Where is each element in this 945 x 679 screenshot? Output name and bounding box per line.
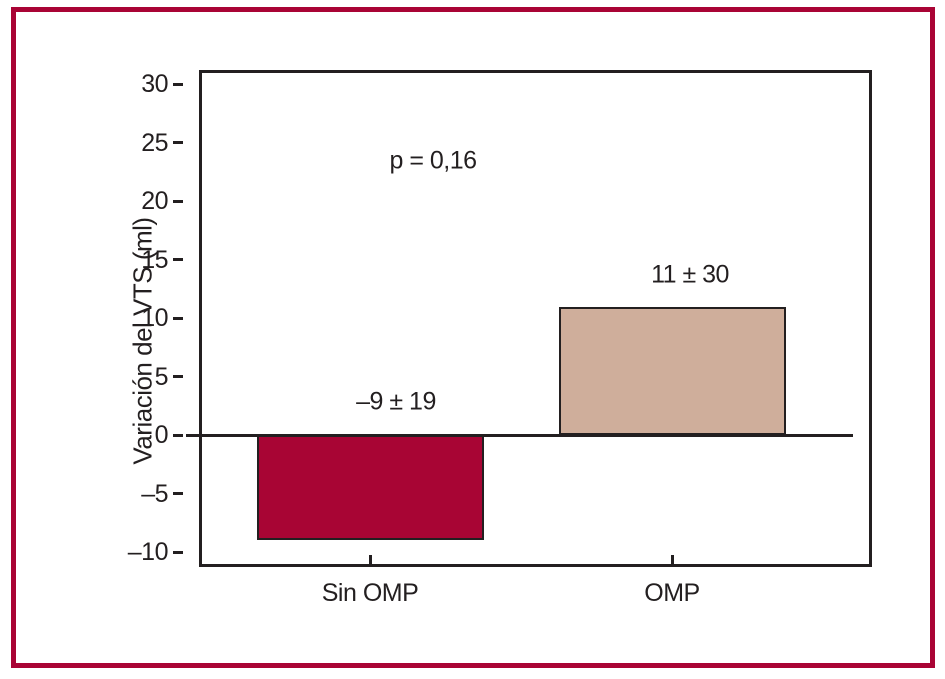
y-tick-mark — [173, 141, 183, 145]
y-tick-mark — [173, 199, 183, 203]
y-tick-label: 10 — [141, 304, 168, 333]
y-tick-label: 0 — [154, 421, 169, 450]
y-tick-mark — [173, 492, 183, 496]
y-tick-mark — [173, 375, 183, 379]
y-tick-label: –10 — [127, 538, 169, 566]
y-tick-mark — [173, 550, 183, 554]
plot-area — [199, 70, 872, 567]
bar-value-label-sin-omp: –9 ± 19 — [356, 387, 436, 416]
y-tick-mark — [173, 316, 183, 320]
x-category-label: Sin OMP — [321, 579, 419, 607]
y-tick-label: 5 — [154, 362, 169, 391]
y-tick-label: –5 — [141, 479, 168, 508]
figure-border: Variación del VTS (ml) p = 0,16 –9 ± 19 … — [11, 7, 935, 668]
y-tick-mark — [173, 433, 183, 437]
y-tick-mark — [173, 258, 183, 262]
bar-value-label-omp: 11 ± 30 — [651, 260, 729, 289]
zero-baseline — [186, 433, 853, 437]
y-tick-mark — [173, 82, 183, 86]
y-tick-label: 25 — [141, 128, 168, 157]
bar-omp — [558, 306, 786, 436]
bar-sin-omp — [256, 435, 484, 541]
x-tick-mark — [670, 555, 674, 564]
y-tick-label: 20 — [141, 187, 168, 216]
y-tick-label: 30 — [141, 70, 168, 99]
p-value-annotation: p = 0,16 — [389, 146, 477, 175]
y-tick-label: 15 — [141, 245, 168, 274]
x-category-label: OMP — [644, 579, 700, 607]
x-tick-mark — [368, 555, 372, 564]
